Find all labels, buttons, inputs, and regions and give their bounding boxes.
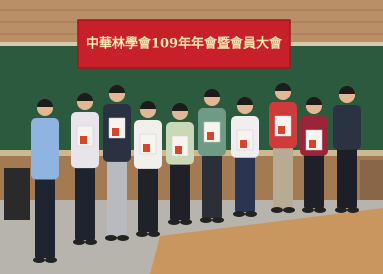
torso bbox=[333, 105, 361, 150]
shoe bbox=[233, 211, 245, 217]
shoe bbox=[283, 207, 295, 213]
shoe bbox=[314, 207, 326, 213]
shoe bbox=[168, 219, 180, 225]
legs bbox=[35, 176, 55, 259]
legs bbox=[138, 165, 158, 232]
legs bbox=[304, 152, 324, 208]
shoe bbox=[117, 235, 129, 241]
banner-text: 中華林學會109年年會暨會員大會 bbox=[86, 36, 283, 52]
side-cabinet bbox=[360, 160, 383, 200]
shoe bbox=[85, 239, 97, 245]
shoe bbox=[212, 217, 224, 223]
shoe bbox=[335, 207, 347, 213]
shoe bbox=[302, 207, 314, 213]
podium bbox=[4, 168, 30, 220]
certificate-seal bbox=[240, 140, 247, 148]
shoe bbox=[347, 207, 359, 213]
certificate-seal bbox=[143, 144, 150, 152]
shoe bbox=[105, 235, 117, 241]
certificate-seal bbox=[80, 136, 87, 144]
shoe bbox=[45, 257, 57, 263]
shoe bbox=[73, 239, 85, 245]
certificate-seal bbox=[112, 128, 119, 136]
page: 中華林學會109年年會暨會員大會 (() => { const data = J… bbox=[0, 0, 383, 274]
legs bbox=[202, 152, 222, 218]
legs bbox=[273, 144, 293, 208]
legs bbox=[235, 154, 255, 212]
shoe bbox=[200, 217, 212, 223]
legs bbox=[170, 161, 190, 220]
shoe bbox=[180, 219, 192, 225]
legs bbox=[75, 164, 95, 240]
shoe bbox=[33, 257, 45, 263]
shoe bbox=[271, 207, 283, 213]
torso bbox=[31, 118, 59, 180]
shoe bbox=[136, 231, 148, 237]
certificate-seal bbox=[278, 126, 285, 134]
shoe bbox=[148, 231, 160, 237]
photo: 中華林學會109年年會暨會員大會 bbox=[0, 0, 383, 274]
legs bbox=[107, 158, 127, 236]
shoe bbox=[245, 211, 257, 217]
certificate-seal bbox=[207, 132, 214, 140]
certificate-seal bbox=[175, 146, 182, 154]
legs bbox=[337, 146, 357, 208]
certificate-seal bbox=[309, 140, 316, 148]
